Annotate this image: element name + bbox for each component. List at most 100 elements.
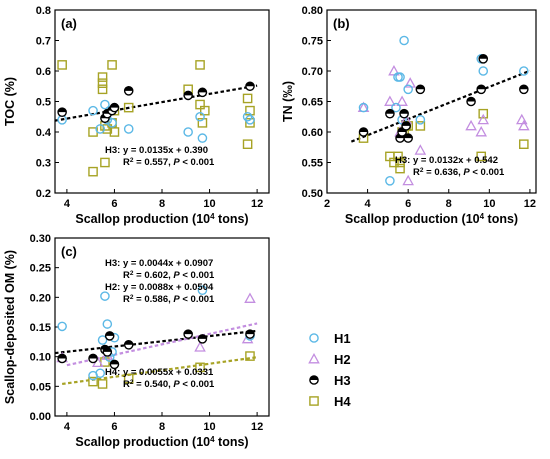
panel-b-point-H1 [395,72,405,82]
panel-b-xlabel: Scallop production (104 tons) [345,212,518,227]
panel-c-ylabel: Scallop-deposited OM (%) [3,250,17,404]
legend-marker-H3-fill [309,375,319,380]
panel-c-xtick-label: 12 [251,421,263,433]
panel-b-point-H1 [358,102,369,113]
panel-a-point-H3-fill [110,103,119,108]
panel-c-point-H1 [57,321,67,332]
panel-c-point-H3-fill [110,360,119,365]
panel-a-point-H4 [245,105,255,116]
panel-b-point-H1 [519,66,529,76]
panel-b-point-H3 [401,121,411,131]
panel-b-point-H3-fill [385,109,395,114]
panel-a-point-H4 [242,139,253,150]
panel-b-point-H3 [478,54,489,64]
panel-b-point-H4 [393,151,403,162]
panel-c-point-H4 [123,373,134,384]
panel-c-point-H3 [88,353,98,364]
panel-c-ytick-label: 0.15 [30,322,51,334]
panel-a-point-H4 [242,93,253,104]
panel-a-point-H4 [107,60,117,70]
panel-a-point-H3-fill [58,108,67,113]
panel-a-point-H1 [242,111,253,122]
panel-b-point-H3 [385,108,395,119]
panel-c-point-H3 [109,359,120,370]
panel-b-point-H2 [396,95,408,106]
panel-c-point-H1 [102,319,113,329]
panel-a-point-H1 [183,127,193,137]
panel-b-point-H1 [478,66,489,76]
panel-c-ytick-label: 0.00 [30,411,51,423]
panel-c-xlabel: Scallop production (104 tons) [75,435,248,450]
legend-marker-H4 [309,396,319,406]
panel-c-point-H3-fill [88,354,98,359]
legend-label-H3: H3 [334,373,351,388]
panel-a-annotation-1-eq: H3: y = 0.0135x + 0.390 [105,145,208,156]
panel-a-trend-H3 [54,84,258,122]
panel-a-point-H3-fill [184,91,193,96]
panel-a-ytick-label: 0.5 [36,97,51,109]
panel-a-point-H3 [197,87,208,98]
panel-b-xtick-label: 10 [483,198,495,210]
panel-c-annotation-3-stats: R2 = 0.540, P < 0.001 [123,379,215,391]
panel-a-point-H4 [199,105,210,116]
panel-c-point-H1 [95,368,105,379]
panel-b-point-H3-fill [519,85,528,90]
panel-a-xtick-label: 10 [203,198,215,210]
panel-b-tag: (b) [333,16,350,31]
panel-a-xtick-label: 12 [251,198,263,210]
panel-b-point-H1 [385,175,395,186]
panel-b-ytick-label: 0.55 [302,158,323,170]
panel-c-point-H3 [245,329,255,339]
panel-a-point-H1 [107,118,117,128]
panel-c-point-H3-fill [184,330,193,335]
panel-a-point-H3 [123,86,134,96]
panel-b-point-H3-fill [477,85,486,90]
panel-c-xtick-label: 8 [159,421,165,433]
panel-b-point-H3 [466,96,476,107]
panel-c-point-H3 [104,331,115,341]
panel-a-ytick-label: 0.7 [36,36,51,48]
panel-b-ytick-label: 0.50 [302,188,323,200]
panel-a-ytick-label: 0.3 [36,158,51,170]
panel-c-point-H3-fill [105,331,114,336]
panel-a-point-H4 [109,127,120,137]
panel-c-point-H3-fill [103,347,112,352]
panel-c-ytick-label: 0.30 [30,233,51,245]
panel-b-point-H3-fill [404,134,413,139]
panel-a-point-H4 [245,118,255,128]
panel-b-point-H2 [404,77,416,88]
panel-a-point-H3 [57,107,67,117]
panel-b-point-H3-fill [359,127,368,132]
panel-a-point-H1 [95,124,105,134]
panel-c-xtick-label: 4 [64,421,71,433]
panel-a-xlabel: Scallop production (104 tons) [75,212,248,227]
panel-a-point-H3 [245,81,255,92]
panel-c-annotation-2-stats: R2 = 0.586, P < 0.001 [123,294,215,306]
panel-c-trend-H3 [54,329,258,355]
panel-b-point-H2 [477,113,490,125]
panel-b-point-H3 [415,84,426,95]
panel-c-point-H1 [97,335,108,345]
panel-b-point-H3 [519,84,529,95]
panel-c-point-H4 [195,362,205,373]
panel-b-point-H3-fill [466,97,476,102]
panel-a-point-H4 [195,60,205,70]
panel-c-point-H4 [245,351,255,361]
panel-c-point-H2 [244,292,256,303]
panel-a-tag: (a) [61,16,77,31]
panel-c-point-H3-fill [58,354,67,359]
panel-c-xtick-label: 10 [203,421,215,433]
panel-a-point-H3-fill [198,88,207,93]
panel-a-ylabel: TOC (%) [3,77,17,126]
panel-c-ytick-label: 0.25 [30,263,51,275]
legend-label-H1: H1 [334,331,351,346]
panel-b-point-H3-fill [479,54,488,59]
panel-c-ytick-label: 0.20 [30,292,51,304]
panel-a-ytick-label: 0.2 [36,188,51,200]
panel-a-ytick-label: 0.4 [36,127,52,139]
panel-b-point-H3-fill [400,109,409,114]
panel-a-ytick-label: 0.6 [36,66,51,78]
panel-b-point-H4 [519,139,529,150]
panel-c-point-H3 [102,347,113,357]
